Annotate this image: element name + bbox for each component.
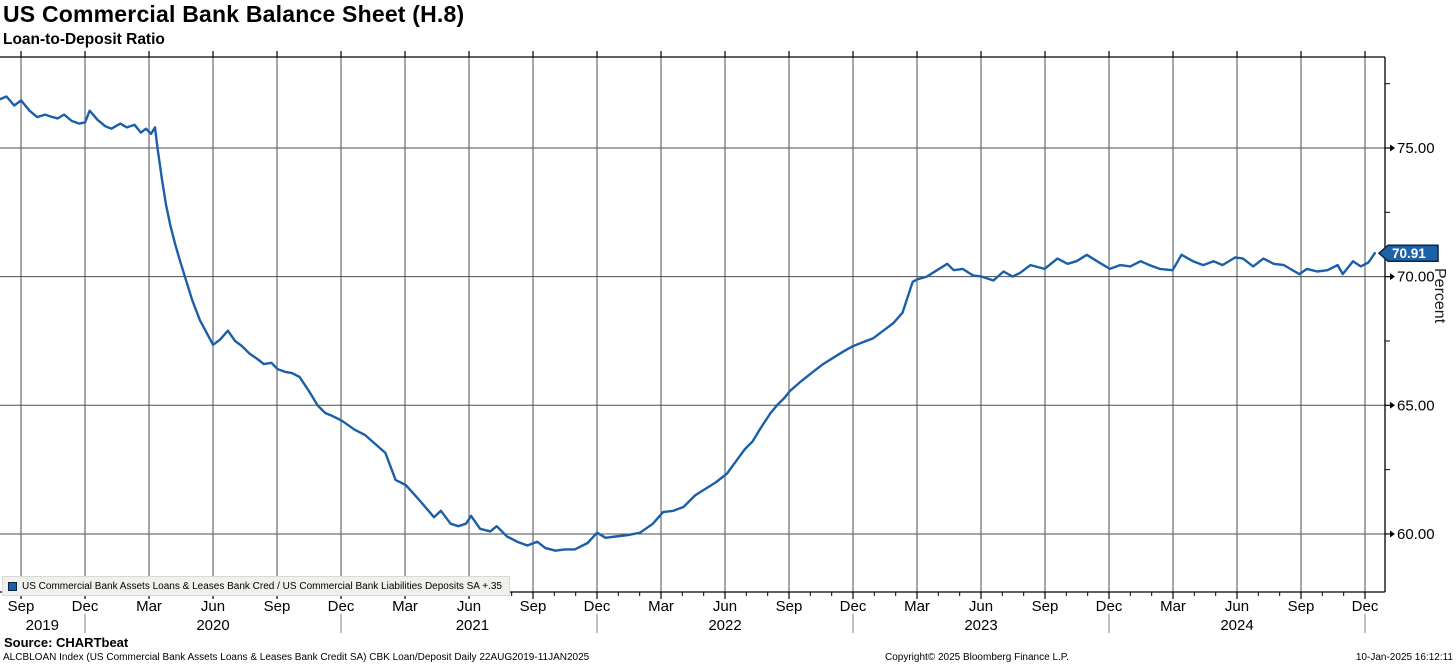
last-value-badge <box>1377 244 1439 262</box>
y-axis-title: Percent <box>1431 268 1448 324</box>
x-tick-label: Mar <box>1160 598 1186 615</box>
x-tick-label: Mar <box>392 598 418 615</box>
page-subtitle: Loan-to-Deposit Ratio <box>3 31 165 48</box>
x-year-label: 2020 <box>196 617 229 634</box>
x-tick-label: Jun <box>1225 598 1249 615</box>
x-tick-label: Sep <box>8 598 35 615</box>
x-tick-label: Mar <box>904 598 930 615</box>
y-tick-arrow-icon <box>1390 144 1395 152</box>
copyright-label: Copyright© 2025 Bloomberg Finance L.P. <box>885 652 1069 663</box>
x-tick-label: Dec <box>72 598 99 615</box>
legend-label: US Commercial Bank Assets Loans & Leases… <box>22 580 502 592</box>
x-tick-label: Mar <box>648 598 674 615</box>
index-note: ALCBLOAN Index (US Commercial Bank Asset… <box>3 652 590 663</box>
x-year-label: 2021 <box>456 617 489 634</box>
x-tick-label: Jun <box>969 598 993 615</box>
y-tick-label: 60.00 <box>1397 526 1435 543</box>
x-tick-label: Dec <box>1352 598 1379 615</box>
x-tick-label: Sep <box>264 598 291 615</box>
timestamp-label: 10-Jan-2025 16:12:11 <box>1355 652 1453 663</box>
x-tick-label: Dec <box>840 598 867 615</box>
y-tick-arrow-icon <box>1390 273 1395 281</box>
x-tick-label: Dec <box>584 598 611 615</box>
x-tick-label: Jun <box>201 598 225 615</box>
x-tick-label: Sep <box>776 598 803 615</box>
x-tick-label: Dec <box>1096 598 1123 615</box>
y-tick-arrow-icon <box>1390 401 1395 409</box>
series-swatch-icon <box>8 581 17 591</box>
x-tick-label: Jun <box>713 598 737 615</box>
x-tick-label: Sep <box>1288 598 1315 615</box>
x-tick-label: Sep <box>520 598 547 615</box>
x-year-label: 2023 <box>964 617 997 634</box>
series-line <box>0 95 1377 552</box>
x-tick-label: Jun <box>457 598 481 615</box>
last-value-badge-label: 70.91 <box>1392 246 1426 261</box>
legend: US Commercial Bank Assets Loans & Leases… <box>2 576 510 596</box>
y-tick-arrow-icon <box>1390 530 1395 538</box>
x-tick-label: Mar <box>136 598 162 615</box>
x-year-label: 2024 <box>1220 617 1253 634</box>
source-label: Source: CHARTbeat <box>4 635 129 650</box>
y-tick-label: 70.00 <box>1397 269 1435 286</box>
x-tick-label: Dec <box>328 598 355 615</box>
y-tick-label: 75.00 <box>1397 140 1435 157</box>
x-year-label: 2019 <box>26 617 59 634</box>
x-year-label: 2022 <box>708 617 741 634</box>
x-tick-label: Sep <box>1032 598 1059 615</box>
y-tick-label: 65.00 <box>1397 397 1435 414</box>
page-title: US Commercial Bank Balance Sheet (H.8) <box>3 1 465 27</box>
